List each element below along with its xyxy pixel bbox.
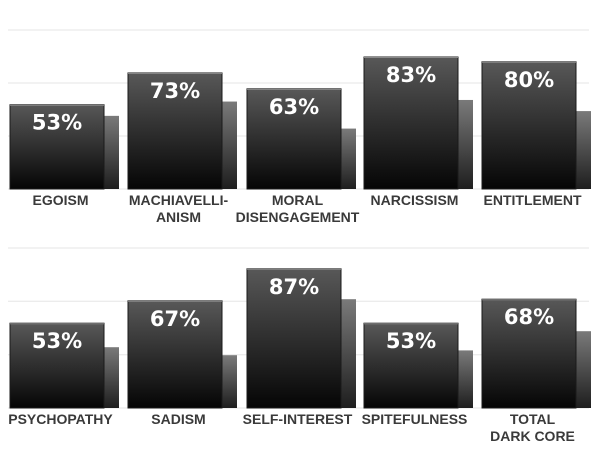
data-label: 53% bbox=[386, 329, 436, 353]
bar-primary bbox=[127, 300, 223, 409]
category-label: MORAL DISENGAGEMENT bbox=[236, 192, 360, 225]
bar-secondary bbox=[576, 331, 591, 408]
bar-secondary bbox=[104, 347, 119, 408]
data-label: 53% bbox=[32, 329, 82, 353]
bar-secondary bbox=[341, 299, 356, 408]
category-label: TOTAL DARK CORE bbox=[490, 411, 575, 444]
data-label: 67% bbox=[150, 307, 200, 331]
bar-secondary bbox=[104, 115, 119, 189]
data-label: 63% bbox=[269, 95, 319, 119]
category-label: NARCISSISM bbox=[371, 192, 459, 208]
category-label: EGOISM bbox=[32, 192, 88, 208]
data-label: 87% bbox=[269, 275, 319, 299]
category-label: SADISM bbox=[151, 411, 205, 427]
data-label: 53% bbox=[32, 111, 82, 135]
bar-secondary bbox=[458, 99, 473, 189]
data-label: 80% bbox=[504, 68, 554, 92]
bar-primary bbox=[246, 88, 342, 190]
category-label: MACHIAVELLI-ANISM bbox=[129, 192, 229, 225]
bar-secondary bbox=[341, 128, 356, 189]
chart-panel-1: 53% EGOISM 73% MACHIAVELLI-ANISM 63% MORAL DIS… bbox=[8, 29, 591, 225]
chart-panel-2: 53% PSYCHOPATHY 67% SADISM 87% SELF-INTEREST 5… bbox=[8, 247, 591, 444]
bar-primary bbox=[246, 268, 342, 409]
data-label: 68% bbox=[504, 305, 554, 329]
bar-primary bbox=[9, 322, 105, 409]
bar-primary bbox=[9, 104, 105, 190]
bar-primary bbox=[127, 72, 223, 190]
bar-secondary bbox=[458, 350, 473, 408]
category-label: SELF-INTEREST bbox=[243, 411, 353, 427]
bar-secondary bbox=[222, 355, 237, 408]
bar-primary bbox=[481, 298, 577, 409]
data-label: 73% bbox=[150, 79, 200, 103]
bar-secondary bbox=[576, 111, 591, 189]
bar-primary bbox=[363, 56, 459, 190]
bar-primary bbox=[363, 322, 459, 409]
bar-primary bbox=[481, 61, 577, 190]
bar-secondary bbox=[222, 101, 237, 189]
category-label: SPITEFULNESS bbox=[362, 411, 468, 427]
data-label: 83% bbox=[386, 63, 436, 87]
category-label: ENTITLEMENT bbox=[484, 192, 582, 208]
category-label: PSYCHOPATHY bbox=[8, 411, 113, 427]
